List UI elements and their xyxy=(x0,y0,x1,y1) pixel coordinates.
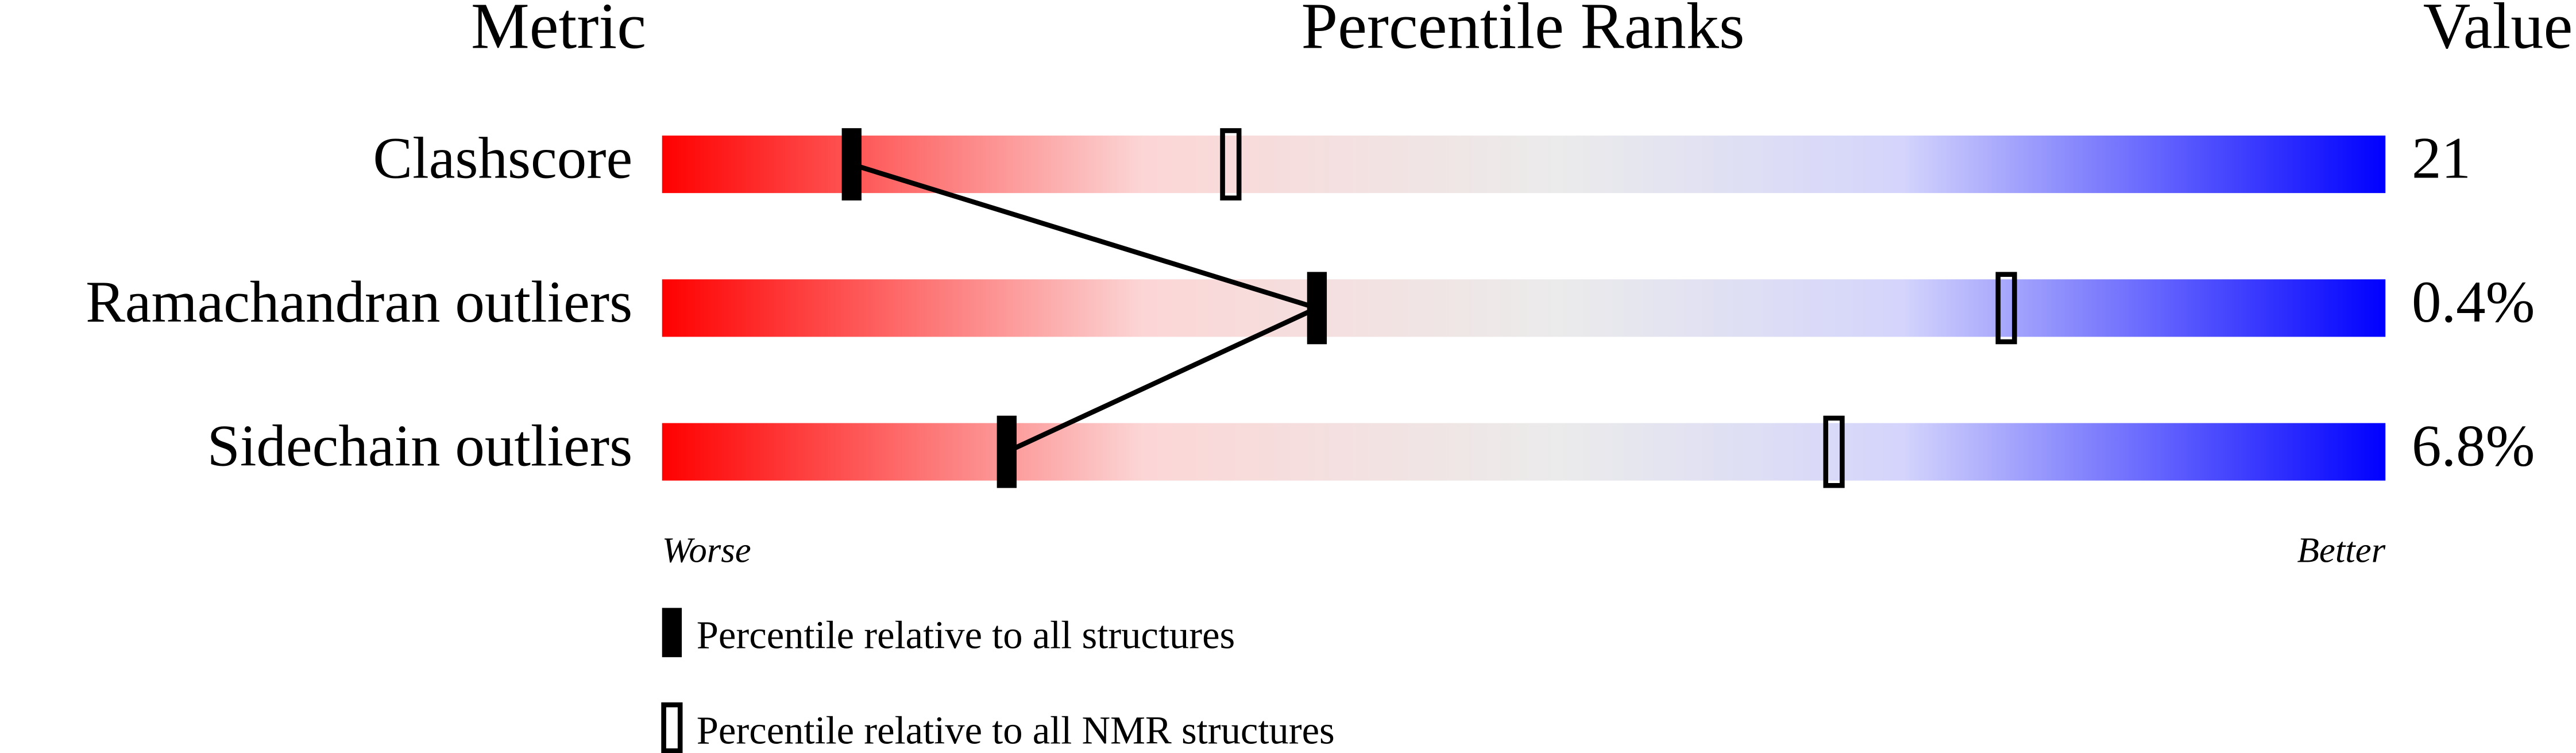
nmr-percentile-marker xyxy=(1220,128,1242,201)
metric-label: Sidechain outliers xyxy=(207,413,633,478)
legend-label: Percentile relative to all structures xyxy=(697,613,1235,657)
metric-value: 0.4% xyxy=(2412,269,2535,335)
nmr-percentile-marker xyxy=(1823,415,1845,488)
metric-label: Clashscore xyxy=(373,126,632,191)
legend-swatch xyxy=(661,702,683,753)
nmr-percentile-marker xyxy=(1995,272,2017,345)
percentile-marker xyxy=(1307,272,1327,345)
slider-bar xyxy=(662,423,2386,481)
percentile-marker xyxy=(841,128,862,201)
legend-swatch xyxy=(662,608,682,658)
slider-bar xyxy=(662,279,2386,337)
metric-value: 6.8% xyxy=(2412,413,2535,478)
better-label: Better xyxy=(2297,530,2385,570)
legend-label: Percentile relative to all NMR structure… xyxy=(697,708,1335,752)
percentile-marker xyxy=(997,415,1017,488)
worse-label: Worse xyxy=(662,530,751,570)
metric-header: Metric xyxy=(471,0,646,63)
value-header: Value xyxy=(2423,0,2573,63)
metric-label: Ramachandran outliers xyxy=(86,269,632,335)
slider-bar xyxy=(662,136,2386,194)
metric-value: 21 xyxy=(2412,126,2471,191)
ranks-header: Percentile Ranks xyxy=(1301,0,1745,63)
